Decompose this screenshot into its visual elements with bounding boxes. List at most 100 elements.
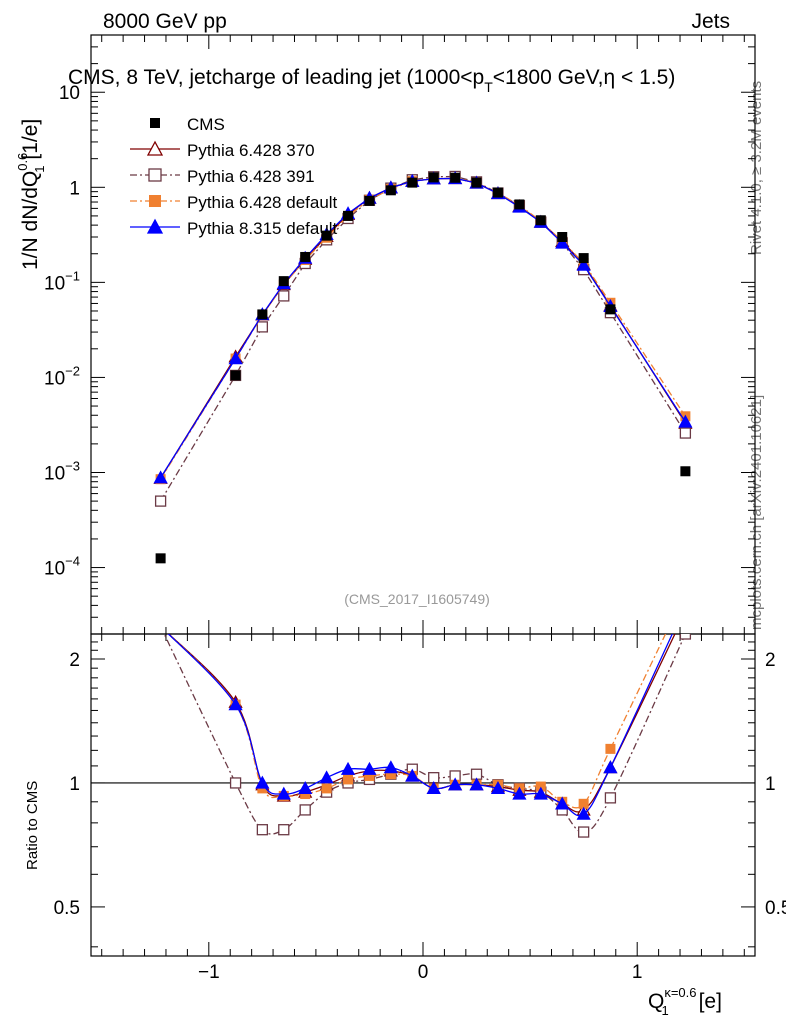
legend-marker-1 [146, 140, 164, 156]
y-tick-label-exp: −2 [65, 363, 80, 378]
series-4-ratio-point [276, 786, 291, 800]
series-4-ratio-point [679, 599, 691, 610]
y-tick-label: 10−3 [44, 458, 80, 484]
cms-data-point [364, 195, 375, 206]
series-2-point [154, 495, 167, 507]
series-2-ratio-point [679, 634, 692, 640]
legend-marker-3 [149, 195, 161, 207]
series-3-ratio-point [343, 774, 354, 785]
x-axis-label: Qκ=0.6 1 [e] [648, 985, 722, 1018]
y-tick-label-base: 10 [44, 559, 65, 580]
analysis-id-label: (CMS_2017_I1605749) [344, 591, 490, 607]
series-4-point [678, 414, 693, 428]
y-axis-label-main: 1/N dN/dQ [19, 171, 42, 270]
series-4-ratio-point [576, 806, 591, 820]
cms-data-point [321, 230, 332, 241]
series-3-ratio-point [156, 621, 166, 631]
series-1-ratio-point [679, 606, 691, 617]
series-4-ratio-point [340, 761, 356, 775]
ratio-tick-label: 2 [69, 650, 80, 671]
series-3-ratio-point [680, 588, 690, 598]
series-4-ratio-point [603, 760, 618, 774]
series-2-ratio-point [256, 824, 269, 836]
y-axis-label-sub: 1 [32, 165, 47, 172]
y-tick-label-exp: −3 [65, 458, 80, 473]
header-left-label: 8000 GeV pp [103, 10, 227, 33]
series-4-ratio-point [448, 777, 463, 791]
main-series-group [153, 170, 693, 564]
cms-data-point [407, 177, 418, 188]
series-4-point [228, 351, 243, 365]
cms-data-point [471, 177, 482, 188]
legend-marker-2 [148, 168, 162, 182]
y-tick-label: 10 [59, 83, 80, 104]
y-tick-label-base: 10 [44, 368, 65, 389]
rivet-version-label: Rivet 4.1.0, ≥ 3.2M events [748, 81, 765, 255]
cms-data-point [605, 304, 616, 315]
series-4-ratio-point [533, 786, 548, 800]
cms-data-point [300, 251, 311, 262]
chart-title-sub: T [484, 79, 493, 95]
series-4-ratio-point [383, 760, 398, 774]
y-tick-label-exp: −1 [65, 268, 80, 283]
series-4-point [576, 257, 591, 271]
ratio-panel-frame [90, 633, 756, 957]
series-2-ratio-point [278, 824, 290, 836]
y-tick-label-base: 10 [44, 463, 65, 484]
series-4-point [555, 235, 570, 249]
series-4-ratio-point [228, 697, 243, 711]
x-axis-label-sup: κ=0.6 [664, 985, 696, 1000]
y-axis-label-unit: [1/e] [19, 119, 42, 166]
cms-data-point [257, 309, 268, 320]
y-tick-label-exp: −4 [65, 554, 80, 569]
mcplots-reference-label: mcplots.cern.ch [arXiv:2401.10621] [748, 395, 765, 630]
legend: CMS Pythia 6.428 370 Pythia 6.428 391 Pythi… [130, 115, 338, 238]
series-3-ratio-point [578, 798, 589, 809]
cms-data-point [578, 253, 589, 264]
legend-marker-4 [146, 218, 164, 234]
x-axis-label-unit: [e] [693, 990, 722, 1013]
y-tick-label-base: 10 [44, 273, 65, 294]
ratio-tick-label-right: 0.5 [765, 898, 786, 919]
cms-data-point [230, 370, 241, 381]
x-tick-label: 0 [418, 962, 429, 983]
y-tick-label: 10−4 [44, 554, 80, 580]
chart-title-rest: <1800 GeV,η < 1.5) [493, 66, 676, 89]
series-2-point [278, 290, 290, 302]
series-1-ratio-point [155, 620, 167, 631]
ratio-tick-label-right: 2 [765, 650, 776, 671]
x-tick-label: 1 [632, 962, 643, 983]
cms-data-point [557, 232, 568, 243]
series-2-ratio-point [156, 621, 166, 631]
y-tick-label: 10−1 [44, 268, 80, 294]
legend-cms-marker [150, 118, 160, 128]
series-3-ratio-point [321, 783, 332, 794]
cms-data-point [155, 553, 166, 564]
header-right-label: Jets [691, 10, 730, 33]
cms-data-point [385, 185, 396, 196]
x-axis-label-main: Q [648, 990, 664, 1013]
series-4-ratio-point [362, 761, 377, 775]
cms-data-point [428, 172, 439, 183]
series-4-ratio-point [255, 775, 270, 789]
series-4-ratio-point [426, 781, 441, 795]
ratio-tick-label-right: 1 [765, 774, 776, 795]
chart-title-main: CMS, 8 TeV, jetcharge of leading jet (10… [68, 66, 484, 89]
cms-data-point [535, 215, 546, 226]
series-2-point [679, 427, 692, 439]
ratio-tick-label: 0.5 [54, 898, 80, 919]
series-3-ratio-point [535, 781, 546, 792]
cms-data-point [514, 199, 525, 210]
x-tick-label: −1 [198, 962, 220, 983]
series-4-ratio-point [298, 781, 313, 795]
y-tick-label: 10−2 [44, 363, 80, 389]
series-3-ratio-point [385, 769, 396, 780]
series-4-ratio-point [155, 620, 167, 631]
legend-label-3: Pythia 6.428 default [187, 193, 338, 212]
cms-data-point [680, 466, 691, 477]
series-2-ratio-point [577, 826, 590, 838]
legend-label-2: Pythia 6.428 391 [187, 167, 315, 186]
series-2-ratio-point [299, 804, 311, 816]
